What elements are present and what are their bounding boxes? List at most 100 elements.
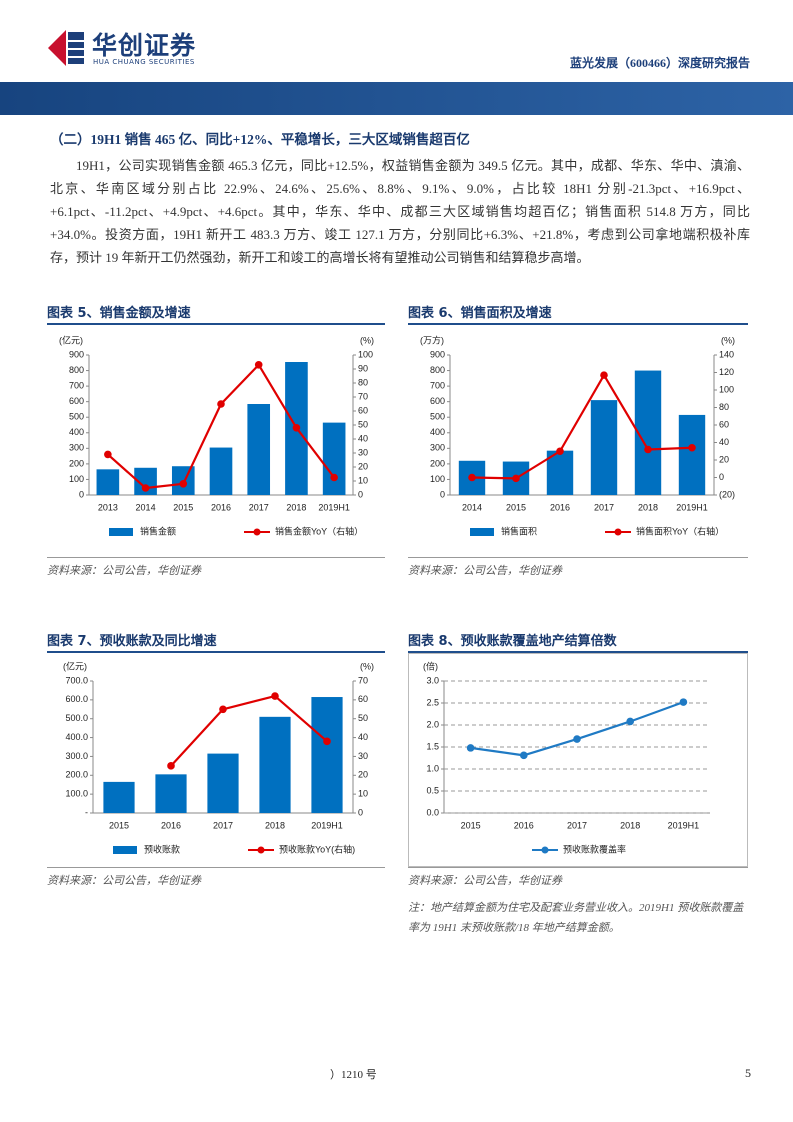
logo-name: 华创证券 — [92, 31, 197, 60]
bar — [546, 450, 574, 495]
y-tick-label: 300.0 — [65, 751, 88, 761]
y-tick-label: 600.0 — [65, 694, 88, 704]
bar — [590, 400, 618, 495]
x-tick-label: 2015 — [173, 502, 193, 512]
y2-tick-label: 100 — [719, 384, 734, 394]
legend-label: 预收账款覆盖率 — [563, 843, 626, 854]
line-marker — [104, 450, 112, 459]
line — [170, 694, 328, 767]
bar — [259, 716, 291, 813]
y-tick-label: 500 — [69, 412, 84, 422]
y-tick-label: 400 — [69, 427, 84, 437]
x-tick-label: 2015 — [506, 502, 526, 512]
chart: (亿元) (%) 0 100 200 300 400 500 600 700 800 900 0 10 20… — [59, 334, 374, 536]
chart: (亿元) (%) - 100.0 200.0 300.0 400.0 500.0 600.0 70… — [63, 660, 374, 854]
x-tick-label: 2018 — [265, 820, 285, 830]
y-tick-label: 0 — [79, 489, 84, 499]
line-marker — [679, 698, 688, 706]
line-marker — [217, 400, 225, 408]
figure-source: 资料来源：公司公告，华创证券 — [408, 867, 748, 888]
footer-text: ）1210 号 — [330, 1069, 377, 1081]
line-marker — [179, 480, 188, 488]
line-marker — [468, 473, 476, 482]
y2-tick-label: 0 — [358, 807, 363, 817]
line-marker — [254, 361, 263, 369]
bar — [207, 753, 239, 813]
line-marker — [271, 692, 279, 700]
y-unit: (亿元) — [59, 334, 83, 345]
line-marker — [600, 371, 608, 379]
x-tick-label: 2017 — [249, 502, 269, 512]
y-tick-label: 700.0 — [65, 675, 88, 685]
legend-label: 销售金额YoY（右轴） — [275, 525, 363, 536]
y-tick-label: 3.0 — [426, 675, 439, 685]
figure-title: 图表 5、销售金额及增速 — [47, 302, 385, 325]
y-tick-label: 700 — [430, 380, 445, 390]
x-tick-label: 2019H1 — [318, 502, 350, 512]
y2-unit: (%) — [360, 335, 374, 345]
y-tick-label: 100.0 — [65, 789, 88, 799]
x-tick-label: 2015 — [461, 820, 481, 830]
y-unit: (万方) — [420, 334, 444, 345]
y2-tick-label: 20 — [358, 770, 368, 780]
figure-title: 图表 6、销售面积及增速 — [408, 302, 748, 325]
y2-tick-label: 140 — [719, 349, 734, 359]
line-marker — [219, 705, 227, 714]
y2-tick-label: 50 — [358, 419, 368, 429]
y-tick-label: 0.5 — [426, 785, 439, 795]
y2-tick-label: 30 — [358, 447, 368, 457]
y2-tick-label: 50 — [358, 713, 368, 723]
bar — [678, 414, 706, 495]
y2-unit: (%) — [360, 661, 374, 671]
y2-tick-label: 0 — [358, 489, 363, 499]
y-tick-label: 700 — [69, 380, 84, 390]
bar — [311, 697, 343, 813]
logo-english: HUA CHUANG SECURITIES — [93, 58, 195, 66]
y2-tick-label: 60 — [358, 405, 368, 415]
y2-unit: (%) — [721, 335, 735, 345]
y2-tick-label: 20 — [358, 461, 368, 471]
figure: 图表 7、预收账款及同比增速 (亿元) (%) -100.0 200.0 300.0 400… — [47, 630, 385, 888]
y2-tick-label: 70 — [358, 675, 368, 685]
y2-tick-label: 40 — [358, 732, 368, 742]
y-tick-label: 800 — [430, 365, 445, 375]
y2-tick-label: 100 — [358, 349, 373, 359]
legend-label: 销售金额 — [140, 525, 176, 536]
figure-note: 注：地产结算金额为住宅及配套业务营业收入。2019H1 预收账款覆盖率为 19H… — [408, 902, 744, 934]
y-tick-label: 100 — [69, 474, 84, 484]
figure-source: 资料来源：公司公告，华创证券 — [408, 557, 748, 578]
line-marker — [520, 751, 528, 760]
legend-swatch — [541, 846, 549, 854]
x-tick-label: 2019H1 — [668, 820, 700, 830]
legend-swatch — [113, 846, 137, 854]
chart: (万方) (%) 0 100 200 300 400 500 600 700 800 900 (20) 0… — [420, 334, 735, 536]
y2-tick-label: 80 — [719, 402, 729, 412]
y2-tick-label: 40 — [358, 433, 368, 443]
y-tick-label: 300 — [69, 443, 84, 453]
bar — [247, 404, 271, 495]
x-tick-label: 2019H1 — [311, 820, 343, 830]
y-tick-label: 2.0 — [426, 719, 439, 729]
y-tick-label: 0 — [440, 489, 445, 499]
legend-swatch — [109, 528, 133, 536]
legend-swatch — [614, 528, 622, 536]
figure: 图表 8、预收账款覆盖地产结算倍数 (倍) 0.0 0.5 1.0 1.5 2.0 2.5 3.… — [408, 630, 748, 938]
legend-swatch — [253, 528, 261, 536]
legend-label: 销售面积YoY（右轴） — [636, 525, 724, 536]
header-band — [0, 82, 793, 115]
y-tick-label: 100 — [430, 474, 445, 484]
line-marker — [323, 737, 331, 746]
y2-tick-label: (20) — [719, 489, 735, 499]
y-tick-label: 600 — [69, 396, 84, 406]
line-marker — [512, 474, 520, 483]
line-marker — [556, 447, 564, 456]
x-tick-label: 2016 — [161, 820, 181, 830]
x-tick-label: 2017 — [213, 820, 233, 830]
legend-label: 预收账款 — [144, 843, 180, 854]
x-tick-label: 2014 — [462, 502, 482, 512]
y-tick-label: 800 — [69, 365, 84, 375]
legend-label: 预收账款YoY(右轴) — [279, 843, 355, 854]
line-marker — [167, 762, 175, 770]
y2-tick-label: 0 — [719, 472, 724, 482]
line-marker — [292, 424, 301, 432]
